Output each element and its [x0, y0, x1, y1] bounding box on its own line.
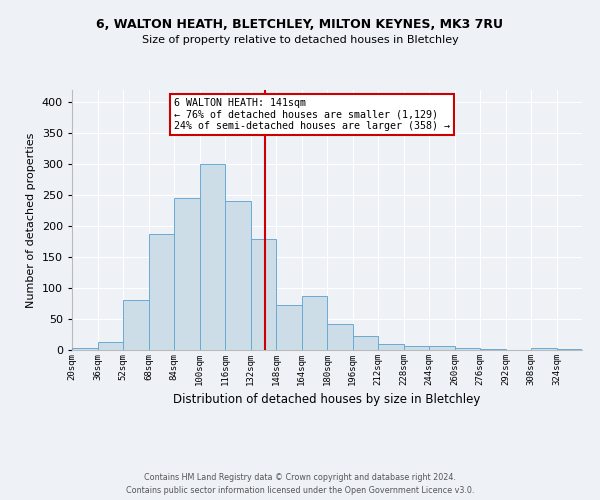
- Bar: [327, 324, 353, 350]
- Text: Size of property relative to detached houses in Bletchley: Size of property relative to detached ho…: [142, 35, 458, 45]
- Bar: [251, 238, 276, 350]
- Bar: [429, 346, 455, 350]
- Bar: [225, 202, 251, 350]
- Bar: [276, 305, 302, 350]
- Bar: [149, 234, 174, 350]
- Text: 6, WALTON HEATH, BLETCHLEY, MILTON KEYNES, MK3 7RU: 6, WALTON HEATH, BLETCHLEY, MILTON KEYNE…: [97, 18, 503, 30]
- Text: 6 WALTON HEATH: 141sqm
← 76% of detached houses are smaller (1,129)
24% of semi-: 6 WALTON HEATH: 141sqm ← 76% of detached…: [174, 98, 450, 131]
- Bar: [174, 198, 199, 350]
- Text: Contains HM Land Registry data © Crown copyright and database right 2024.
Contai: Contains HM Land Registry data © Crown c…: [126, 474, 474, 495]
- Bar: [302, 296, 327, 350]
- X-axis label: Distribution of detached houses by size in Bletchley: Distribution of detached houses by size …: [173, 394, 481, 406]
- Bar: [353, 336, 378, 350]
- Y-axis label: Number of detached properties: Number of detached properties: [26, 132, 36, 308]
- Bar: [199, 164, 225, 350]
- Bar: [455, 348, 480, 350]
- Bar: [97, 342, 123, 350]
- Bar: [404, 346, 429, 350]
- Bar: [378, 344, 404, 350]
- Bar: [531, 348, 557, 350]
- Bar: [123, 300, 149, 350]
- Bar: [72, 348, 97, 350]
